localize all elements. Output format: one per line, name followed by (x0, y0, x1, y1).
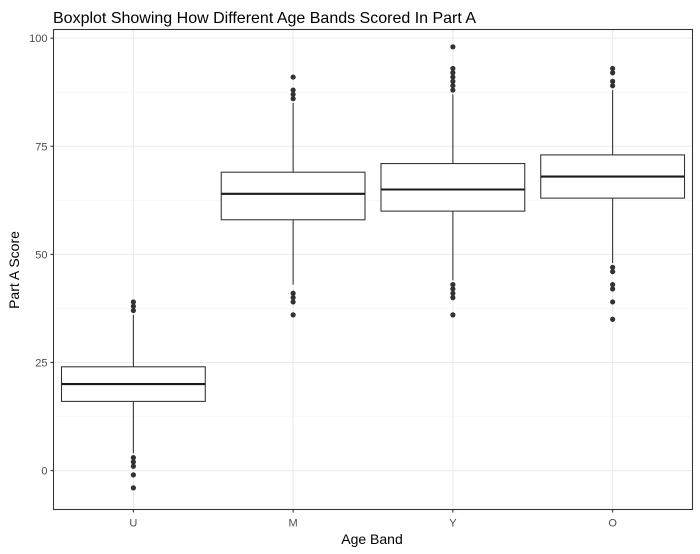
outlier-point (610, 316, 616, 322)
outlier-point (450, 295, 456, 301)
x-tick-label: Y (449, 518, 457, 530)
outlier-point (610, 286, 616, 292)
box-group-M (220, 74, 366, 318)
outlier-point (610, 299, 616, 305)
outlier-point (130, 299, 136, 305)
outlier-point (290, 295, 296, 301)
outlier-point (290, 312, 296, 318)
box-iqr (380, 163, 526, 212)
y-tick-label: 0 (41, 466, 47, 478)
outlier-point (290, 91, 296, 97)
outlier-point (130, 485, 136, 491)
outlier-point (290, 290, 296, 296)
outlier-point (130, 303, 136, 309)
outlier-point (290, 299, 296, 305)
outlier-point (290, 96, 296, 102)
outlier-point (450, 312, 456, 318)
y-axis: 0 25 50 75 100 (29, 33, 54, 478)
outlier-point (450, 83, 456, 89)
outlier-point (450, 290, 456, 296)
outlier-point (450, 286, 456, 292)
outlier-point (610, 70, 616, 76)
box-group-O (540, 65, 686, 322)
x-axis-title: Age Band (341, 531, 403, 547)
outlier-point (130, 455, 136, 461)
outlier-point (130, 463, 136, 469)
grid-lines (53, 29, 693, 510)
outlier-point (450, 65, 456, 72)
y-tick-label: 100 (29, 33, 47, 45)
outlier-point (450, 282, 456, 288)
outlier-point (450, 78, 456, 84)
outlier-point (610, 264, 616, 270)
outlier-point (610, 83, 616, 89)
outlier-point (450, 74, 456, 80)
chart-title: Boxplot Showing How Different Age Bands … (53, 10, 476, 27)
outlier-point (450, 70, 456, 76)
outlier-point (450, 44, 456, 50)
outlier-point (290, 87, 296, 93)
boxes-layer (60, 44, 686, 491)
outlier-point (130, 472, 136, 478)
outlier-point (610, 65, 616, 72)
y-tick-label: 75 (35, 141, 47, 153)
box-group-Y (380, 44, 526, 318)
outlier-point (290, 74, 296, 80)
outlier-point (610, 282, 616, 288)
outlier-point (610, 78, 616, 84)
x-tick-label: U (129, 518, 137, 530)
y-tick-label: 50 (35, 249, 47, 261)
x-tick-label: O (608, 518, 617, 530)
box-iqr (220, 171, 366, 221)
box-group-U (60, 299, 206, 491)
y-axis-title: Part A Score (6, 231, 22, 309)
outlier-point (610, 269, 616, 275)
x-tick-label: M (289, 518, 298, 530)
panel-border (52, 28, 694, 511)
y-tick-label: 25 (35, 357, 47, 369)
outlier-point (130, 307, 136, 314)
outlier-point (450, 87, 456, 93)
outlier-point (130, 459, 136, 465)
